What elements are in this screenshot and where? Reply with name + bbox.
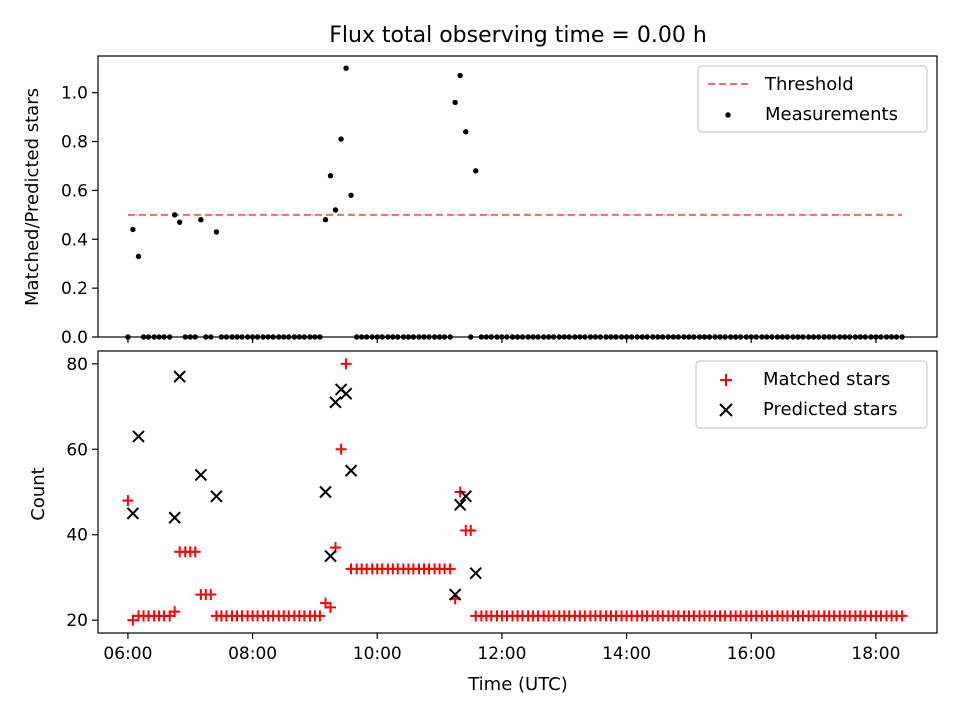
- measurement-point: [463, 129, 469, 135]
- predicted-point: [453, 498, 467, 512]
- measurement-point: [457, 72, 463, 79]
- measurement-point: [213, 229, 220, 235]
- measurement-point: [198, 217, 204, 223]
- legend-predicted-swatch: [719, 403, 733, 417]
- legend-matched-swatch: [720, 374, 732, 386]
- bottom-legend: Matched stars Predicted stars: [695, 360, 928, 429]
- matched-point: [340, 358, 352, 370]
- matched-point: [189, 546, 201, 558]
- measurement-point: [327, 173, 334, 179]
- bottom-y-tick-label: 40: [66, 526, 88, 546]
- predicted-point: [339, 387, 353, 400]
- legend-matched-label: Matched stars: [763, 369, 890, 390]
- top-legend-box: [697, 65, 928, 133]
- matched-point: [169, 606, 181, 618]
- predicted-point-b: [453, 498, 467, 512]
- predicted-point: [344, 464, 358, 477]
- measurement-point: [171, 212, 178, 218]
- measurement-point: [332, 207, 339, 213]
- predicted-point: [168, 511, 181, 524]
- legend-threshold-label: Threshold: [764, 74, 854, 95]
- predicted-point-b: [168, 511, 181, 524]
- measurement-point: [176, 219, 183, 225]
- bottom-y-axis-label: Count: [28, 467, 49, 520]
- top-y-tick-label: 0.0: [61, 328, 88, 348]
- chart-title: Flux total observing time = 0.00 h: [329, 23, 707, 48]
- matched-point: [205, 589, 217, 601]
- top-y-tick-label: 0.6: [61, 181, 88, 201]
- top-y-axis-label: Matched/Predicted stars: [22, 88, 43, 306]
- x-tick-label: 10:00: [353, 644, 402, 664]
- matched-point: [444, 563, 456, 575]
- x-tick-label: 08:00: [228, 644, 277, 664]
- predicted-point: [469, 566, 482, 580]
- bottom-y-tick-label: 20: [66, 611, 88, 631]
- matched-point: [465, 524, 477, 536]
- legend-predicted-label: Predicted stars: [763, 399, 897, 420]
- measurement-point: [322, 217, 329, 223]
- predicted-point-b: [448, 588, 462, 601]
- predicted-point-b: [344, 464, 358, 477]
- top-y-tick-label: 0.2: [61, 279, 88, 299]
- x-tick-label: 06:00: [103, 644, 152, 664]
- top-legend: Threshold Measurements: [697, 65, 928, 133]
- predicted-point: [210, 490, 223, 503]
- measurement-point: [473, 168, 479, 174]
- top-axes-frame: [97, 55, 938, 338]
- top-y-tick-label: 0.4: [61, 230, 88, 250]
- x-axis-label: Time (UTC): [467, 674, 568, 695]
- predicted-point-b: [126, 507, 140, 520]
- matched-point: [127, 614, 139, 626]
- measurement-point: [130, 226, 136, 233]
- legend-measurements-swatch: [725, 112, 731, 118]
- matched-point: [122, 495, 134, 507]
- bottom-axes-frame: [97, 350, 938, 634]
- top-y-tick-label: 0.8: [61, 133, 88, 153]
- legend-measurements-label: Measurements: [765, 104, 898, 125]
- bottom-y-tick-label: 80: [66, 355, 88, 375]
- matched-point: [325, 601, 337, 613]
- x-tick-label: 14:00: [602, 644, 651, 664]
- predicted-point-b: [173, 370, 186, 383]
- predicted-point: [329, 396, 342, 409]
- matched-point: [896, 610, 908, 622]
- predicted-point-b: [319, 485, 332, 499]
- predicted-point-b: [469, 566, 482, 580]
- predicted-point: [459, 490, 472, 503]
- predicted-point-b: [329, 396, 342, 409]
- bottom-y-tick-label: 60: [66, 440, 88, 460]
- matched-point: [335, 443, 347, 455]
- measurement-point: [135, 253, 142, 260]
- top-y-tick-label: 1.0: [61, 84, 88, 104]
- predicted-point: [324, 549, 337, 563]
- predicted-point-b: [324, 549, 337, 563]
- predicted-point: [173, 370, 186, 383]
- predicted-point: [448, 588, 462, 601]
- predicted-point: [126, 507, 140, 520]
- predicted-point-b: [210, 490, 223, 503]
- measurement-point: [452, 99, 458, 106]
- predicted-point: [319, 485, 332, 499]
- matched-point: [314, 610, 326, 622]
- measurement-point: [343, 65, 349, 71]
- measurement-point: [338, 136, 344, 142]
- x-tick-label: 12:00: [477, 644, 526, 664]
- measurement-point: [348, 192, 354, 198]
- bottom-legend-box: [695, 360, 928, 429]
- predicted-point: [194, 468, 208, 482]
- predicted-point-b: [194, 468, 208, 482]
- predicted-point-b: [339, 387, 353, 400]
- predicted-point: [132, 430, 145, 443]
- x-tick-label: 16:00: [727, 644, 776, 664]
- x-tick-label: 18:00: [851, 644, 900, 664]
- predicted-point-b: [459, 490, 472, 503]
- bottom-plot: 20 40 60 80 06:00 08:00 10:00 12:00 14:00 16:00 18…: [66, 355, 908, 664]
- predicted-point-b: [132, 430, 145, 443]
